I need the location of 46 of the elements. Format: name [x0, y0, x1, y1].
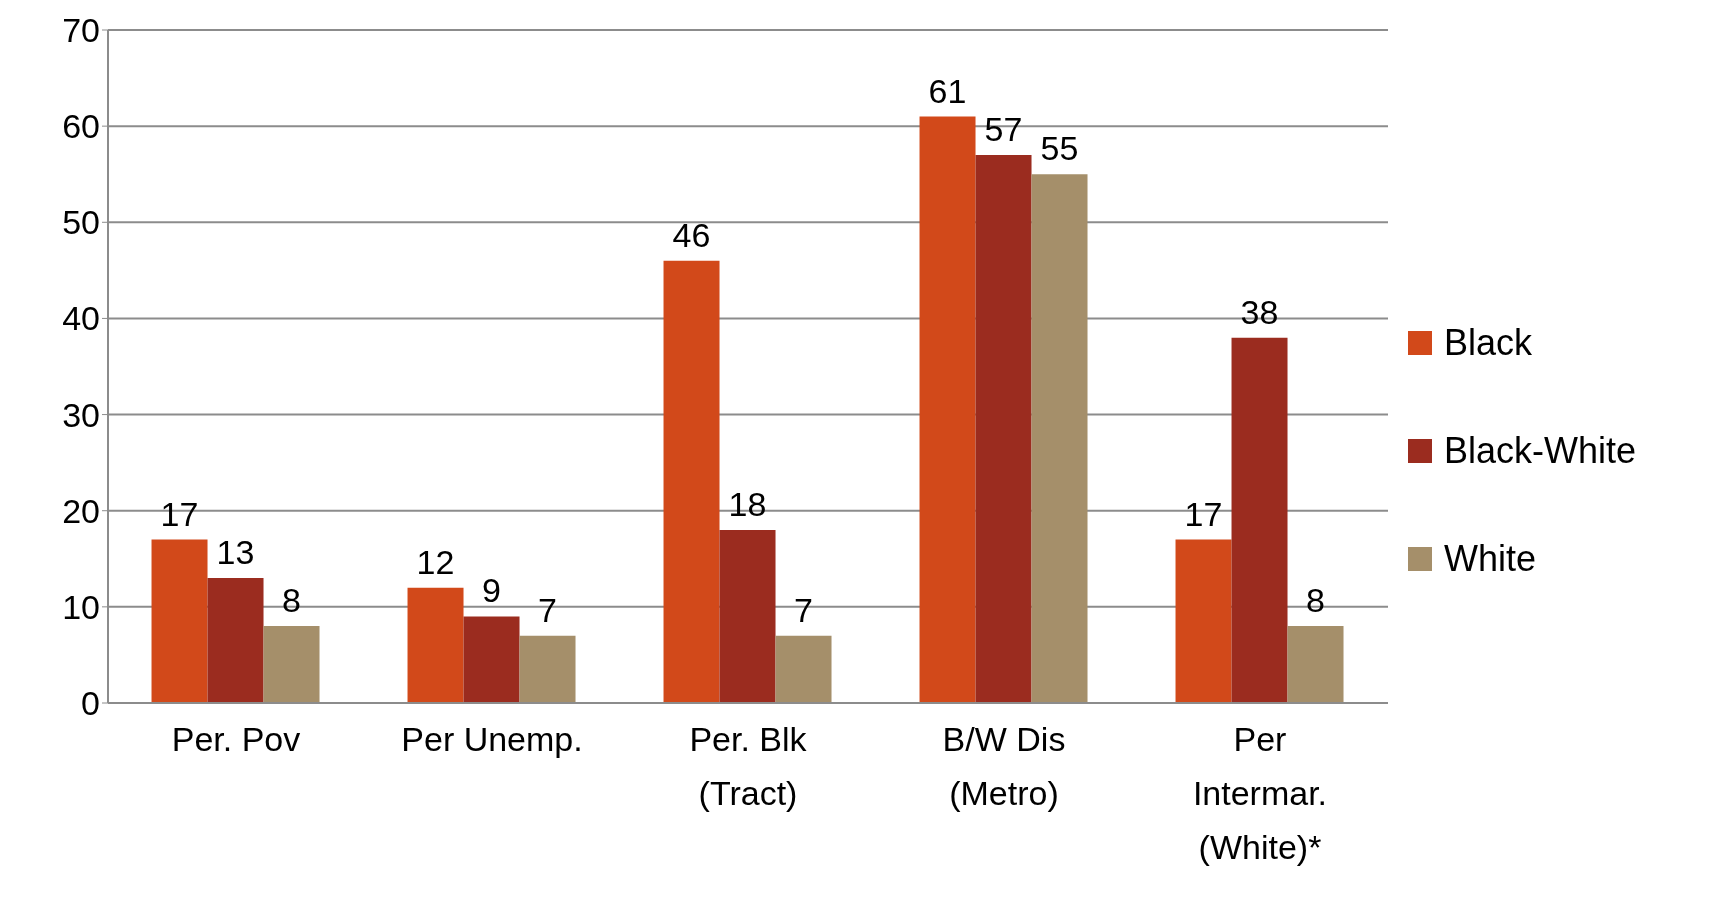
data-label: 17	[1184, 494, 1223, 533]
x-tick-label: Per Intermar. (White)*	[1192, 720, 1328, 866]
bar	[919, 116, 976, 703]
data-label: 61	[928, 71, 967, 110]
y-tick-label: 20	[62, 491, 100, 530]
legend-label: Black	[1444, 321, 1533, 364]
bar	[1031, 174, 1088, 703]
legend-label: White	[1444, 537, 1537, 580]
x-tick-label: Per. Blk (Tract)	[689, 720, 808, 812]
y-tick-label: 40	[62, 299, 100, 338]
data-label: 17	[160, 494, 199, 533]
bar	[663, 260, 720, 703]
x-tick-label: Per Unemp.	[401, 720, 583, 758]
bar	[1287, 626, 1344, 703]
y-tick-label: 60	[62, 107, 100, 146]
bar	[1175, 539, 1232, 703]
bar	[407, 587, 464, 703]
y-tick-label: 10	[62, 587, 100, 626]
data-label: 12	[416, 542, 455, 581]
y-tick-label: 50	[62, 203, 100, 242]
data-label: 8	[282, 581, 301, 620]
data-label: 13	[216, 533, 255, 572]
bar	[151, 539, 208, 703]
bar	[263, 626, 320, 703]
data-label: 7	[538, 590, 557, 629]
bar	[463, 616, 520, 703]
bar	[519, 635, 576, 703]
x-tick-label: Per. Pov	[171, 720, 301, 758]
x-tick-label: B/W Dis (Metro)	[942, 720, 1066, 812]
data-label: 8	[1306, 581, 1325, 620]
data-label: 57	[984, 109, 1023, 148]
bar	[975, 154, 1032, 703]
data-label: 9	[482, 571, 501, 610]
data-label: 18	[728, 484, 767, 523]
data-label: 7	[794, 590, 813, 629]
data-label: 55	[1040, 129, 1079, 168]
bar	[207, 578, 264, 703]
bar	[719, 529, 776, 703]
bar	[775, 635, 832, 703]
data-label: 38	[1240, 292, 1279, 331]
bar	[1231, 337, 1288, 703]
data-label: 46	[672, 215, 711, 254]
y-tick-label: 70	[62, 11, 100, 50]
legend-label: Black-White	[1444, 429, 1637, 472]
y-tick-label: 0	[81, 684, 100, 723]
y-tick-label: 30	[62, 395, 100, 434]
